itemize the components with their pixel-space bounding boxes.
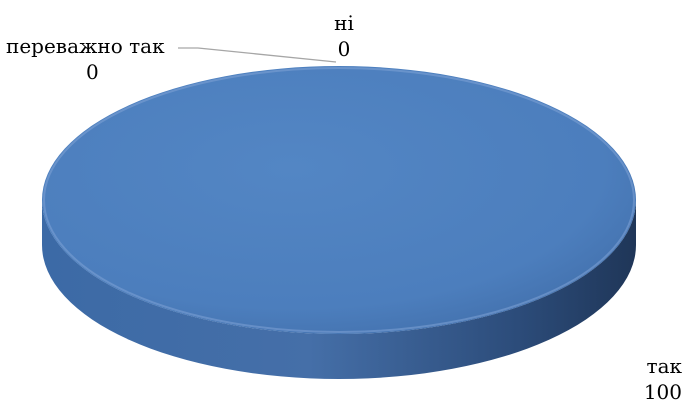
data-label-value: 100 <box>634 379 682 405</box>
data-label-category: так <box>634 353 682 379</box>
data-label-value: 0 <box>322 36 366 62</box>
pie-slices <box>42 66 636 379</box>
data-label-value: 0 <box>6 59 174 85</box>
data-label-category: переважно так <box>6 33 174 59</box>
leader-lines <box>178 48 336 62</box>
data-label-perevazhno-tak: переважно так 0 <box>6 33 174 85</box>
data-label-tak: так 100 <box>634 353 682 405</box>
data-label-category: ні <box>322 10 366 36</box>
leader-line-perevazhno-tak <box>178 48 336 62</box>
data-label-ni: ні 0 <box>322 10 366 62</box>
